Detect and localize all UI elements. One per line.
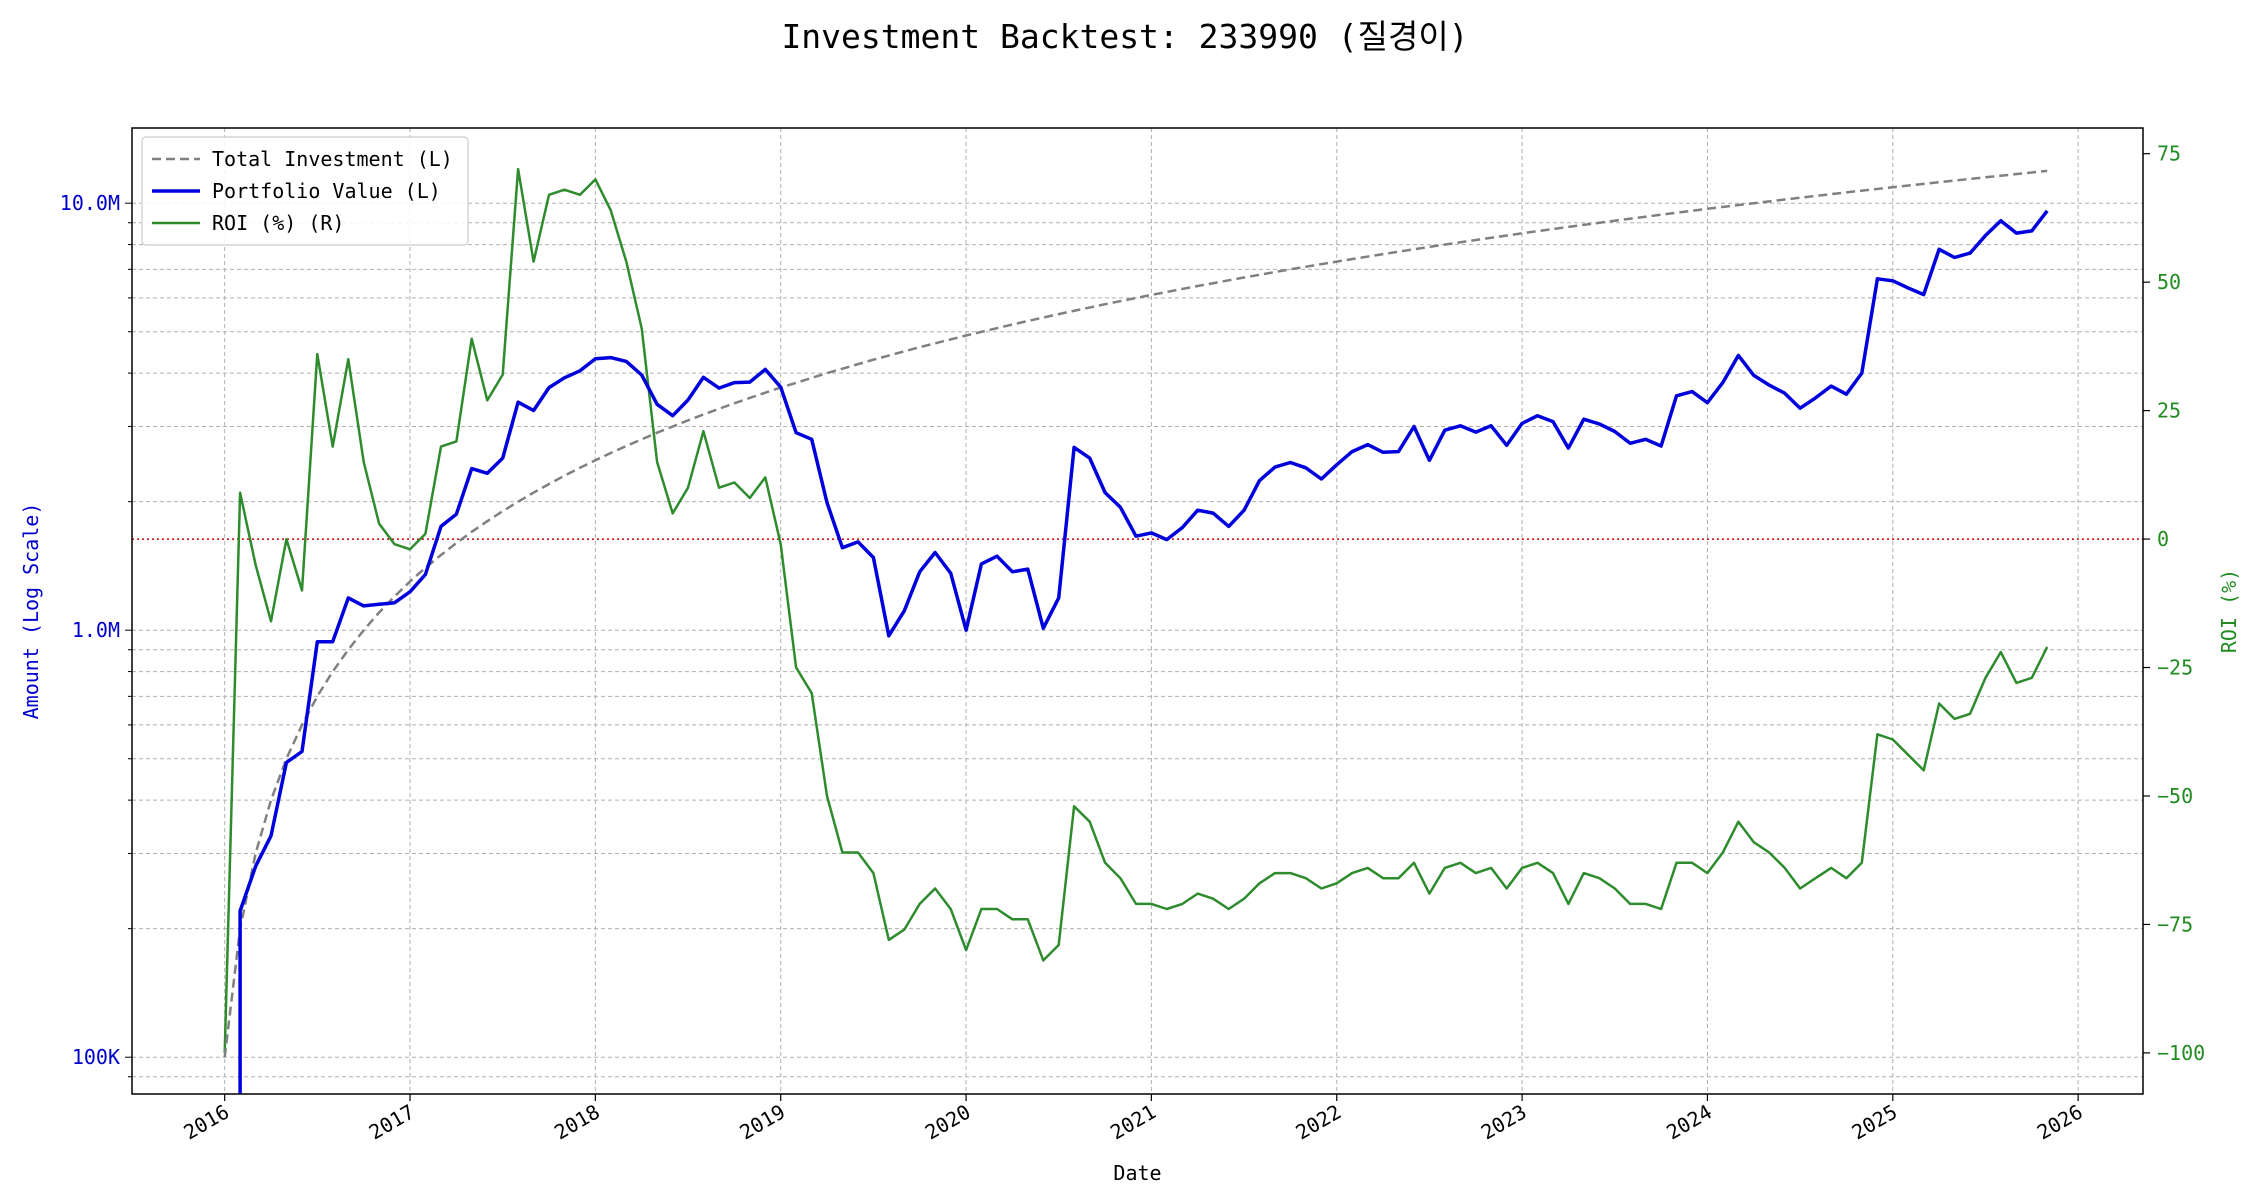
y-axis-left-label: Amount (Log Scale) [19,503,43,720]
y-left-tick-label: 10.0M [60,191,120,215]
x-tick-label: 2026 [2033,1100,2087,1145]
grid-lines [132,128,2143,1094]
x-tick-label: 2024 [1662,1100,1716,1145]
legend-entry-label: Total Investment (L) [212,147,453,171]
y-right-tick-label: 0 [2157,527,2169,551]
x-tick-label: 2019 [735,1100,789,1145]
chart-title: Investment Backtest: 233990 (질경이) [781,17,1468,56]
plot-area-frame [132,128,2143,1094]
x-tick-label: 2018 [550,1100,604,1145]
series-line-roi-r [225,169,2048,1053]
series-line-portfolio-value-l [240,211,2047,1111]
x-tick-label: 2022 [1292,1100,1346,1145]
y-right-tick-label: −75 [2157,912,2193,936]
legend-entry-label: ROI (%) (R) [212,211,344,235]
x-tick-label: 2021 [1106,1100,1160,1145]
y-right-tick-label: −50 [2157,784,2193,808]
y-right-tick-label: −25 [2157,656,2193,680]
y-right-tick-label: 25 [2157,399,2181,423]
x-axis-label: Date [1113,1161,1161,1185]
legend-entry-label: Portfolio Value (L) [212,179,441,203]
x-tick-label: 2020 [921,1100,975,1145]
series-lines [225,169,2048,1110]
x-tick-label: 2016 [179,1100,233,1145]
y-right-tick-label: −100 [2157,1041,2205,1065]
x-tick-label: 2017 [365,1100,419,1145]
y-right-tick-label: 75 [2157,142,2181,166]
series-line-total-investment-l [225,171,2048,1057]
axis-ticks: 2016 2017 2018 2019 2020 2021 2022 2023 2024 2025… [60,142,2205,1145]
x-tick-label: 2025 [1848,1100,1902,1145]
x-tick-label: 2023 [1477,1100,1531,1145]
y-left-tick-label: 100K [72,1045,120,1069]
legend: Total Investment (L) Portfolio Value (L) R… [142,137,468,245]
y-right-tick-label: 50 [2157,270,2181,294]
y-left-tick-label: 1.0M [72,618,120,642]
y-axis-right-label: ROI (%) [2217,569,2241,653]
